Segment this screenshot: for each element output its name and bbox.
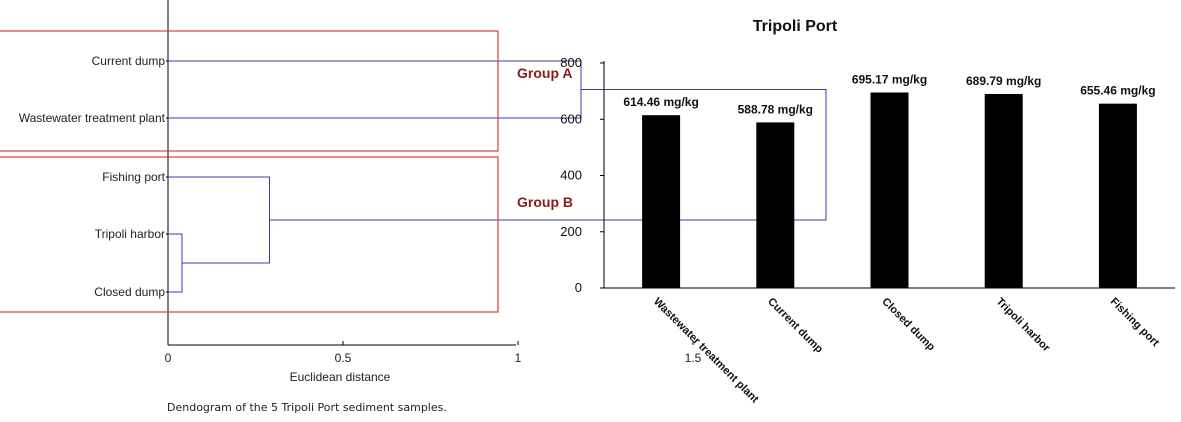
category-label: Closed dump [879, 296, 937, 354]
leaf-label: Wastewater treatment plant [19, 111, 166, 125]
bar [870, 92, 909, 289]
figure-caption: Dendogram of the 5 Tripoli Port sediment… [167, 401, 447, 414]
x-tick-label: 1.5 [685, 351, 702, 365]
x-tick-label: 0 [165, 351, 172, 365]
link-tripoli-closed [168, 233, 183, 293]
category-label: Current dump [765, 296, 825, 356]
link-fishing-cluster [168, 176, 270, 264]
x-tick-label: 1 [515, 351, 522, 365]
group-a-label: Group A [517, 65, 572, 81]
bar-value-label: 588.78 mg/kg [738, 102, 813, 116]
bar [1098, 103, 1137, 288]
y-tick-label: 200 [560, 224, 582, 239]
bar [642, 115, 681, 288]
group-b-box [0, 156, 499, 313]
bar-value-label: 655.46 mg/kg [1080, 84, 1155, 98]
leaf-label: Tripoli harbor [95, 227, 165, 241]
bar-value-label: 695.17 mg/kg [852, 72, 927, 86]
leaf-label: Fishing port [102, 170, 165, 184]
link-root [269, 89, 827, 221]
category-label: Fishing port [1108, 296, 1162, 350]
bar [756, 122, 795, 288]
chart-title: Tripoli Port [753, 18, 838, 35]
x-axis-title: Euclidean distance [290, 370, 391, 384]
y-tick-label: 800 [560, 55, 582, 70]
y-tick-label: 400 [560, 168, 582, 183]
y-tick-label: 600 [560, 111, 582, 126]
category-label: Wastewater treatment plant [651, 296, 761, 406]
leaf-label: Current dump [92, 54, 166, 68]
x-tick-label: 0.5 [335, 351, 352, 365]
y-tick-label: 0 [575, 280, 582, 295]
bar [984, 93, 1023, 289]
bar-chart-panel: Tripoli Port 0 200 400 600 800 614.46 mg/kg Was… [560, 18, 1175, 406]
leaf-label: Closed dump [94, 285, 165, 299]
bar-value-label: 614.46 mg/kg [623, 95, 698, 109]
group-a-box [0, 30, 499, 152]
bar-value-label: 689.79 mg/kg [966, 74, 1041, 88]
group-b-label: Group B [517, 194, 573, 210]
category-label: Tripoli harbor [994, 296, 1053, 355]
